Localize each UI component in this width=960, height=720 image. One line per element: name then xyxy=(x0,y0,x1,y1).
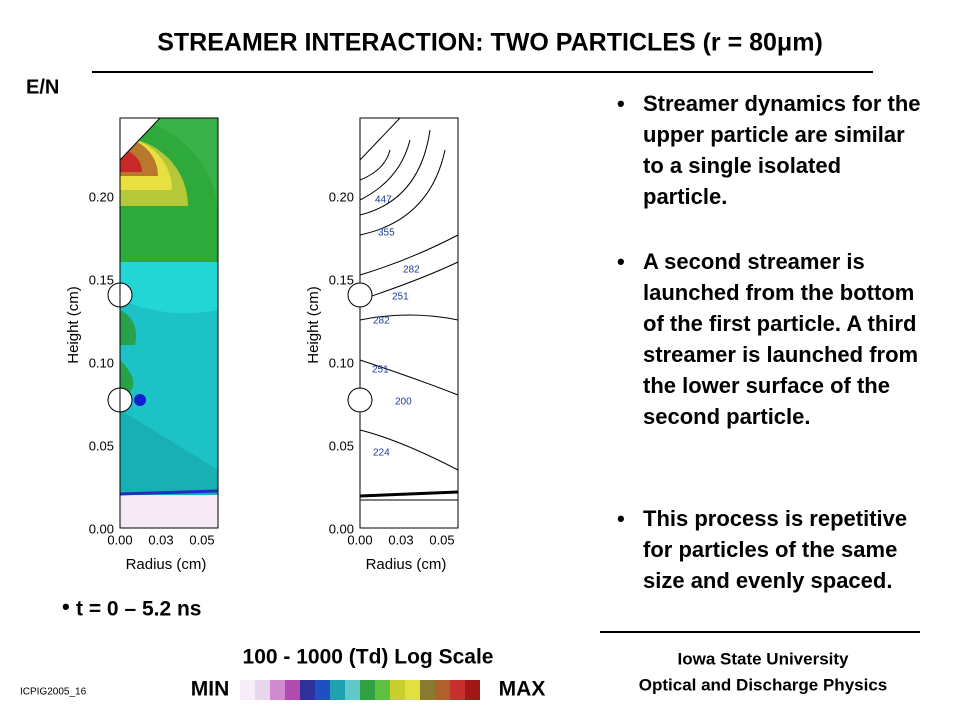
scale-swatch xyxy=(435,680,450,700)
x-tick-label: 0.03 xyxy=(148,532,173,547)
scale-swatch xyxy=(345,680,360,700)
y-tick-label: 0.20 xyxy=(329,189,354,204)
contour-label: 282 xyxy=(373,316,390,327)
slide-id: ICPIG2005_16 xyxy=(20,687,87,698)
y-tick-label: 0.20 xyxy=(89,189,114,204)
bullet-text: Streamer dynamics for the upper particle… xyxy=(643,91,921,209)
scale-swatch xyxy=(330,680,345,700)
bullet-dot: • xyxy=(617,506,625,531)
scale-swatch xyxy=(315,680,330,700)
y-tick-label: 0.10 xyxy=(329,355,354,370)
scale-swatch xyxy=(255,680,270,700)
contour-label: 251 xyxy=(392,292,409,303)
bullet-text: A second streamer is launched from the b… xyxy=(643,249,919,429)
scale-swatch xyxy=(390,680,405,700)
bullet-dot: • xyxy=(617,91,625,116)
bullet: • A second streamer is launched from the … xyxy=(614,246,924,432)
scale-swatch xyxy=(420,680,435,700)
bullet-dot: • xyxy=(62,594,70,619)
scale-title: 100 - 1000 (Td) Log Scale xyxy=(243,646,494,669)
bullet: • Streamer dynamics for the upper particl… xyxy=(614,88,924,212)
field-plot xyxy=(107,117,219,529)
y-tick-label: 0.00 xyxy=(89,521,114,536)
x-tick-label: 0.05 xyxy=(189,532,214,547)
y-tick-label: 0.00 xyxy=(329,521,354,536)
x-axis-label: Radius (cm) xyxy=(366,556,447,573)
bullet-text: This process is repetitive for particles… xyxy=(643,506,908,593)
left-label: E/N xyxy=(26,76,59,98)
time-note: t = 0 – 5.2 ns xyxy=(76,598,202,621)
scale-swatch xyxy=(405,680,420,700)
contour-label: 355 xyxy=(378,228,395,239)
scale-swatch xyxy=(375,680,390,700)
scale-swatch xyxy=(285,680,300,700)
scale-swatch xyxy=(240,680,255,700)
x-tick-label: 0.03 xyxy=(388,532,413,547)
contour-label: 447 xyxy=(375,195,392,206)
contour-label: 200 xyxy=(395,397,412,408)
y-axis-label: Height (cm) xyxy=(65,286,82,364)
y-tick-label: 0.05 xyxy=(89,438,114,453)
bullet-dot: • xyxy=(617,249,625,274)
scale-swatch xyxy=(465,680,480,700)
scale-swatch xyxy=(300,680,315,700)
y-tick-label: 0.15 xyxy=(89,272,114,287)
contour-label: 282 xyxy=(403,265,420,276)
y-axis-label: Height (cm) xyxy=(305,286,322,364)
x-tick-label: 0.05 xyxy=(429,532,454,547)
contour-label: 251 xyxy=(372,365,389,376)
y-tick-label: 0.15 xyxy=(329,272,354,287)
bullet: • This process is repetitive for particle… xyxy=(614,503,924,596)
y-tick-label: 0.10 xyxy=(89,355,114,370)
org-line-2: Optical and Discharge Physics xyxy=(639,675,887,694)
title: STREAMER INTERACTION: TWO PARTICLES (r =… xyxy=(157,29,823,57)
x-tick-label: 0.00 xyxy=(347,532,372,547)
scale-swatch xyxy=(270,680,285,700)
scale-swatch xyxy=(450,680,465,700)
contour-label: 224 xyxy=(373,448,390,459)
x-tick-label: 0.00 xyxy=(107,532,132,547)
y-tick-label: 0.05 xyxy=(329,438,354,453)
x-axis-label: Radius (cm) xyxy=(126,556,207,573)
scale-max: MAX xyxy=(499,678,546,701)
scale-min: MIN xyxy=(191,678,230,701)
scale-swatch xyxy=(360,680,375,700)
contour-plot xyxy=(347,117,459,529)
org-line-1: Iowa State University xyxy=(677,649,849,668)
